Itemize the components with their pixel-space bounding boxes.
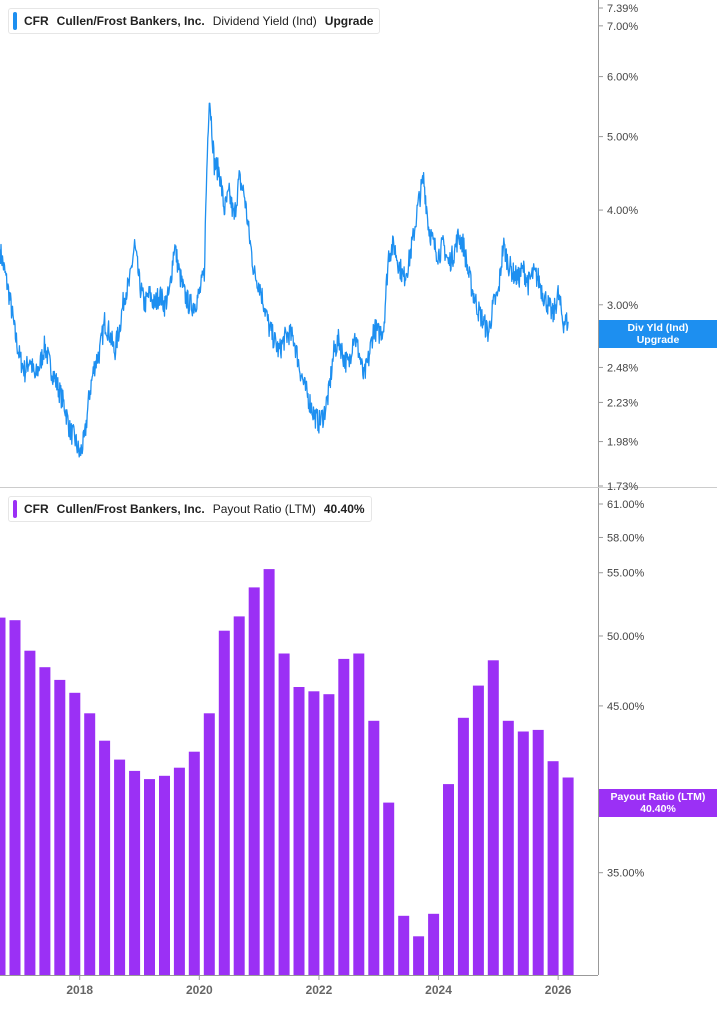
payout-bar (547, 761, 559, 975)
x-tick-label: 2022 (306, 983, 333, 997)
yield-legend-value[interactable]: Upgrade (324, 14, 374, 28)
yield-y-tick-label: 1.73% (607, 481, 638, 493)
payout-bar (353, 653, 365, 975)
payout-bar (532, 729, 544, 975)
payout-bar (218, 630, 230, 975)
payout-bar (203, 713, 215, 975)
payout-bar (308, 691, 320, 975)
yield-y-tick-label: 2.48% (607, 362, 638, 374)
payout-bar (457, 717, 469, 975)
payout-bar (114, 759, 126, 975)
payout-legend-company: Cullen/Frost Bankers, Inc. (56, 502, 205, 516)
payout-legend-value: 40.40% (323, 502, 365, 516)
payout-bar (69, 692, 81, 975)
payout-y-tick-label: 35.00% (607, 868, 645, 880)
x-tick-label: 2026 (545, 983, 572, 997)
payout-bar (443, 784, 454, 975)
dividend-yield-line (0, 102, 569, 458)
payout-bar (293, 687, 305, 975)
payout-bar (99, 740, 111, 975)
payout-bar (517, 731, 529, 975)
yield-legend-company: Cullen/Frost Bankers, Inc. (56, 14, 205, 28)
payout-bar (383, 802, 395, 975)
payout-bar (173, 767, 185, 975)
payout-legend-ticker: CFR (24, 502, 49, 516)
payout-tag-line1: Payout Ratio (LTM) (610, 791, 706, 803)
x-tick-label: 2018 (66, 983, 93, 997)
payout-bar (398, 915, 410, 975)
payout-bar (428, 913, 440, 975)
payout-bar (9, 620, 21, 975)
payout-y-tick-label: 61.00% (607, 499, 645, 511)
yield-y-tick-label: 1.98% (607, 437, 638, 449)
payout-bar (24, 650, 36, 975)
payout-bar (159, 775, 170, 975)
yield-plot-area (0, 102, 569, 458)
x-tick-label: 2024 (425, 983, 452, 997)
payout-last-value-tag: Payout Ratio (LTM) 40.40% (599, 789, 717, 817)
yield-last-value-tag: Div Yld (Ind) Upgrade (599, 320, 717, 348)
yield-legend-ticker: CFR (24, 14, 49, 28)
payout-y-tick-label: 55.00% (607, 568, 645, 580)
yield-tag-line1: Div Yld (Ind) (627, 322, 689, 334)
payout-bar (263, 569, 275, 975)
yield-legend-metric: Dividend Yield (Ind) (212, 14, 317, 28)
yield-y-tick-label: 3.00% (607, 300, 638, 312)
x-tick-label: 2020 (186, 983, 213, 997)
payout-bar (487, 660, 499, 975)
payout-bar (144, 779, 155, 975)
payout-bar (338, 658, 350, 975)
payout-tag-line2: 40.40% (640, 803, 676, 815)
payout-bar (248, 587, 260, 975)
yield-y-tick-label: 4.00% (607, 205, 638, 217)
yield-y-tick-label: 2.23% (607, 397, 638, 409)
yield-tag-line2: Upgrade (636, 334, 680, 346)
yield-y-tick-label: 7.00% (607, 21, 638, 33)
payout-bar (502, 720, 514, 975)
payout-bar (233, 616, 245, 975)
payout-y-tick-label: 58.00% (607, 532, 645, 544)
payout-bar (0, 617, 6, 975)
payout-y-tick-label: 45.00% (607, 701, 645, 713)
yield-legend[interactable]: CFR Cullen/Frost Bankers, Inc. Dividend … (8, 8, 381, 34)
payout-bar (472, 685, 484, 975)
yield-y-tick-label: 6.00% (607, 72, 638, 84)
payout-bar (84, 713, 96, 975)
yield-legend-swatch (13, 12, 17, 30)
payout-bar (278, 653, 290, 975)
payout-bar (129, 770, 141, 975)
yield-y-tick-label: 7.39% (607, 3, 638, 15)
payout-legend-metric: Payout Ratio (LTM) (212, 502, 316, 516)
payout-bar (54, 679, 66, 975)
payout-legend-swatch (13, 500, 17, 518)
payout-bar (413, 936, 425, 975)
yield-y-tick-label: 5.00% (607, 132, 638, 144)
payout-bar (188, 751, 200, 975)
payout-bar (39, 667, 51, 975)
payout-bar (368, 720, 380, 975)
payout-bar (323, 694, 335, 975)
payout-y-tick-label: 50.00% (607, 631, 645, 643)
payout-legend[interactable]: CFR Cullen/Frost Bankers, Inc. Payout Ra… (8, 496, 372, 522)
payout-bar (562, 777, 574, 975)
payout-plot-area (0, 569, 574, 975)
